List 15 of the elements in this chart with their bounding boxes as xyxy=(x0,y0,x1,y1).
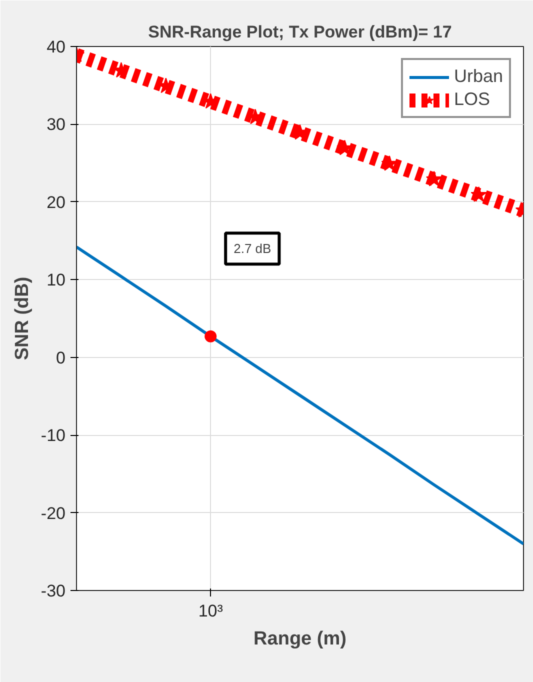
chart-title: SNR-Range Plot; Tx Power (dBm)= 17 xyxy=(148,22,452,42)
annotation: 2.7 dB xyxy=(234,241,272,256)
legend-label: Urban xyxy=(454,66,503,87)
y-tick-label: -10 xyxy=(40,426,66,446)
y-tick-label: 10 xyxy=(46,270,66,290)
y-tick-label: -20 xyxy=(40,504,66,523)
y-tick-label: 30 xyxy=(46,115,66,134)
y-axis-title: SNR (dB) xyxy=(12,276,33,360)
legend-label: LOS xyxy=(454,89,490,110)
y-tick-label: 20 xyxy=(46,192,66,212)
y-tick-label: 0 xyxy=(56,348,66,368)
y-tick-label: 40 xyxy=(46,38,66,56)
x-tick-label: 10³ xyxy=(198,602,224,620)
x-axis-title: Range (m) xyxy=(254,628,346,650)
y-tick-label: -30 xyxy=(40,582,66,600)
